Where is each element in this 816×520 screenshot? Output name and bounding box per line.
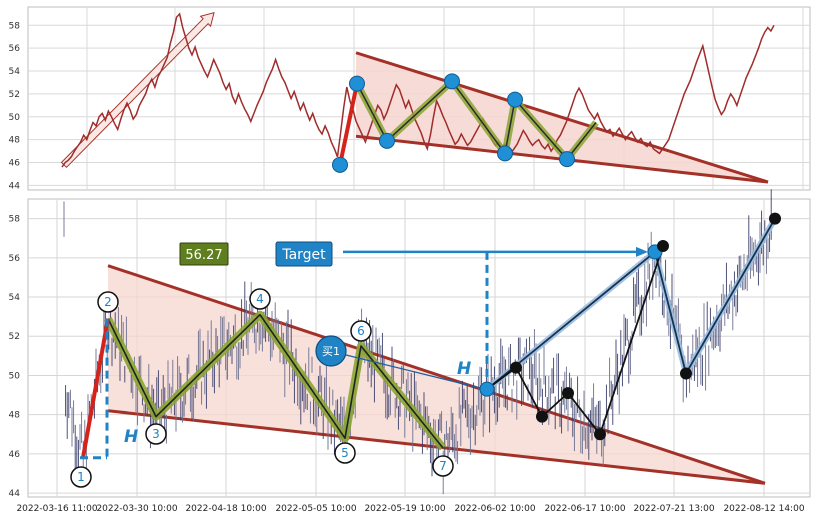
bottom-ytick-label: 50 bbox=[9, 371, 21, 381]
bottom-projection-line bbox=[486, 218, 776, 390]
bottom-red-leg bbox=[81, 318, 110, 459]
bottom-ytick-label: 56 bbox=[9, 254, 21, 264]
price-box bbox=[179, 242, 229, 266]
bottom-xtick-label: 2022-06-17 10:00 bbox=[544, 504, 625, 514]
bottom-ytick-label: 48 bbox=[9, 411, 21, 421]
bottom-wedge-upper-line bbox=[107, 264, 766, 485]
top-pattern-point bbox=[379, 132, 395, 149]
bottom-xtick-label: 2022-08-12 14:00 bbox=[723, 504, 804, 514]
bottom-projection-points bbox=[479, 212, 781, 441]
bottom-ytick-label: 58 bbox=[9, 215, 21, 225]
pattern-point-label: 4 bbox=[256, 292, 264, 306]
projection-point-blue bbox=[479, 381, 495, 397]
top-yticks: 44 46 48 50 52 54 56 58 bbox=[9, 21, 21, 191]
price-box-label: 56.27 bbox=[185, 248, 222, 263]
pattern-point-label-circle bbox=[97, 291, 119, 313]
top-ytick-label: 48 bbox=[9, 136, 21, 146]
top-red-leg bbox=[338, 83, 359, 166]
top-ytick-label: 44 bbox=[9, 181, 21, 191]
target-box bbox=[275, 241, 333, 267]
top-price-line bbox=[61, 12, 775, 168]
pattern-point-label-circle bbox=[432, 455, 454, 477]
bottom-pattern-points: 1 2 3 4 5 6 7 bbox=[70, 288, 454, 488]
bottom-yticks: 44 46 48 50 52 54 56 58 bbox=[9, 215, 21, 499]
pattern-point-label: 3 bbox=[152, 427, 160, 441]
top-grid bbox=[28, 7, 810, 190]
buy-marker bbox=[315, 335, 347, 367]
top-wedge-upper-line bbox=[355, 51, 769, 184]
h-left-label: H bbox=[124, 427, 138, 447]
buy-marker-label: 买1 bbox=[322, 345, 340, 358]
top-ytick-label: 50 bbox=[9, 113, 21, 123]
pattern-point-label-circle bbox=[249, 288, 271, 310]
pattern-point-label: 7 bbox=[439, 459, 447, 473]
target-box-label: Target bbox=[281, 247, 326, 263]
bottom-secondary-line bbox=[486, 245, 664, 436]
projection-point-black bbox=[594, 428, 606, 441]
bottom-xtick-label: 2022-05-19 10:00 bbox=[364, 504, 445, 514]
pattern-point-label: 5 bbox=[341, 446, 349, 460]
bottom-xtick-label: 2022-03-16 11:00 bbox=[16, 504, 97, 514]
projection-point-black bbox=[562, 387, 574, 400]
projection-point-black bbox=[536, 410, 548, 423]
projection-point-black bbox=[680, 367, 692, 380]
pattern-point-label: 2 bbox=[104, 295, 112, 309]
bottom-buy-arrow bbox=[345, 354, 485, 390]
pattern-point-label-circle bbox=[334, 442, 356, 464]
pattern-point-label: 6 bbox=[357, 324, 365, 338]
top-pattern-point bbox=[332, 156, 348, 173]
bottom-target-arrowhead bbox=[636, 246, 648, 257]
top-pattern-point bbox=[507, 91, 523, 108]
pattern-point-label-circle bbox=[145, 423, 167, 445]
bottom-ytick-label: 54 bbox=[9, 293, 21, 303]
top-ytick-label: 52 bbox=[9, 90, 20, 100]
pattern-point-label: 1 bbox=[77, 470, 85, 484]
bottom-ytick-label: 52 bbox=[9, 332, 20, 342]
projection-point-black bbox=[510, 361, 522, 374]
bottom-xtick-label: 2022-03-30 10:00 bbox=[96, 504, 177, 514]
projection-point-black bbox=[769, 212, 781, 225]
top-pattern-point bbox=[559, 151, 575, 168]
pattern-point-label-circle bbox=[70, 466, 92, 488]
top-panel: 44 46 48 50 52 54 56 58 bbox=[9, 6, 811, 191]
bottom-xtick-label: 2022-06-02 10:00 bbox=[454, 504, 535, 514]
bottom-ytick-label: 44 bbox=[9, 489, 21, 499]
projection-point-black bbox=[657, 240, 669, 253]
top-pattern-point bbox=[349, 75, 365, 92]
top-pattern-points bbox=[332, 73, 575, 173]
bottom-xtick-label: 2022-04-18 10:00 bbox=[185, 504, 266, 514]
pattern-point-label-circle bbox=[350, 320, 372, 342]
top-pattern-point bbox=[497, 145, 513, 162]
top-ytick-label: 56 bbox=[9, 44, 21, 54]
top-pattern-point bbox=[444, 73, 460, 90]
top-ytick-label: 46 bbox=[9, 159, 21, 169]
bottom-xtick-label: 2022-05-05 10:00 bbox=[275, 504, 356, 514]
top-ytick-label: 54 bbox=[9, 67, 21, 77]
bottom-pattern-line bbox=[107, 313, 444, 449]
top-ytick-label: 58 bbox=[9, 21, 21, 31]
bottom-xtick-label: 2022-07-21 13:00 bbox=[633, 504, 714, 514]
h-right-label: H bbox=[457, 359, 471, 379]
bottom-ytick-label: 46 bbox=[9, 450, 21, 460]
